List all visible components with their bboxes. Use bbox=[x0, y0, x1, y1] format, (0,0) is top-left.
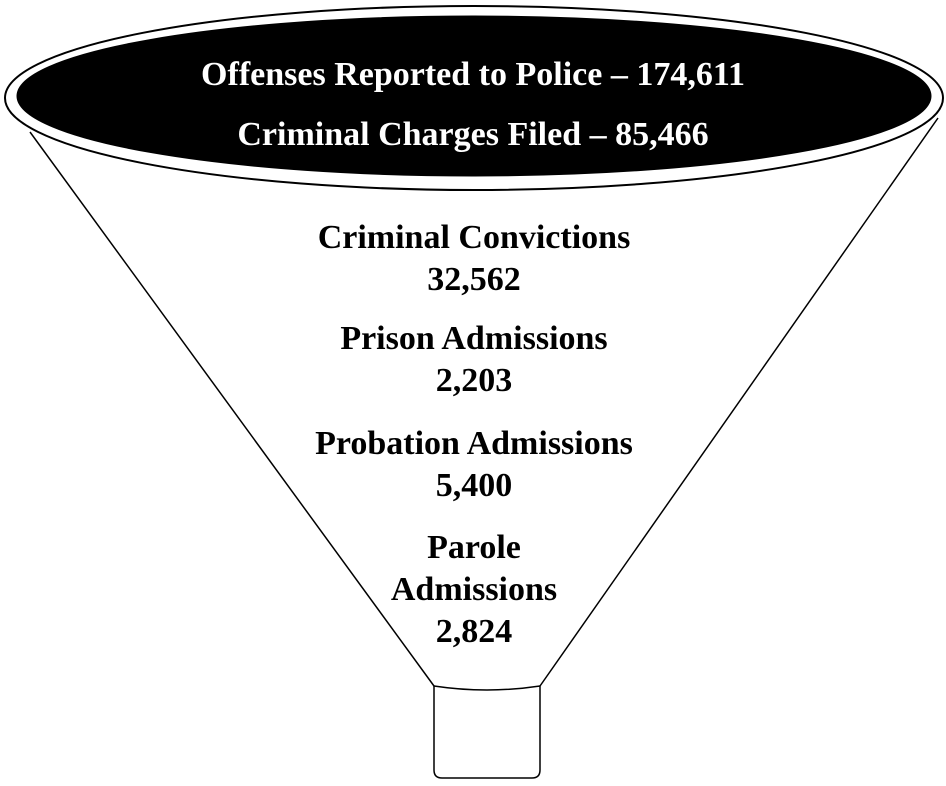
stage-value: 5,400 bbox=[274, 465, 674, 507]
stage-value: 2,824 bbox=[364, 611, 584, 653]
stage-label: Criminal Convictions bbox=[274, 217, 674, 259]
stage-value: 2,203 bbox=[274, 360, 674, 402]
funnel-right-edge bbox=[540, 118, 938, 686]
stage-label: Probation Admissions bbox=[274, 423, 674, 465]
stage-label: Parole Admissions bbox=[364, 527, 584, 611]
header-line: Criminal Charges Filed – 85,466 bbox=[0, 115, 946, 155]
funnel-spout bbox=[434, 686, 540, 778]
stage-label: Prison Admissions bbox=[274, 318, 674, 360]
funnel-diagram: Offenses Reported to Police – 174,611 Cr… bbox=[0, 0, 946, 786]
header-line: Offenses Reported to Police – 174,611 bbox=[0, 55, 946, 95]
stage-value: 32,562 bbox=[274, 259, 674, 301]
